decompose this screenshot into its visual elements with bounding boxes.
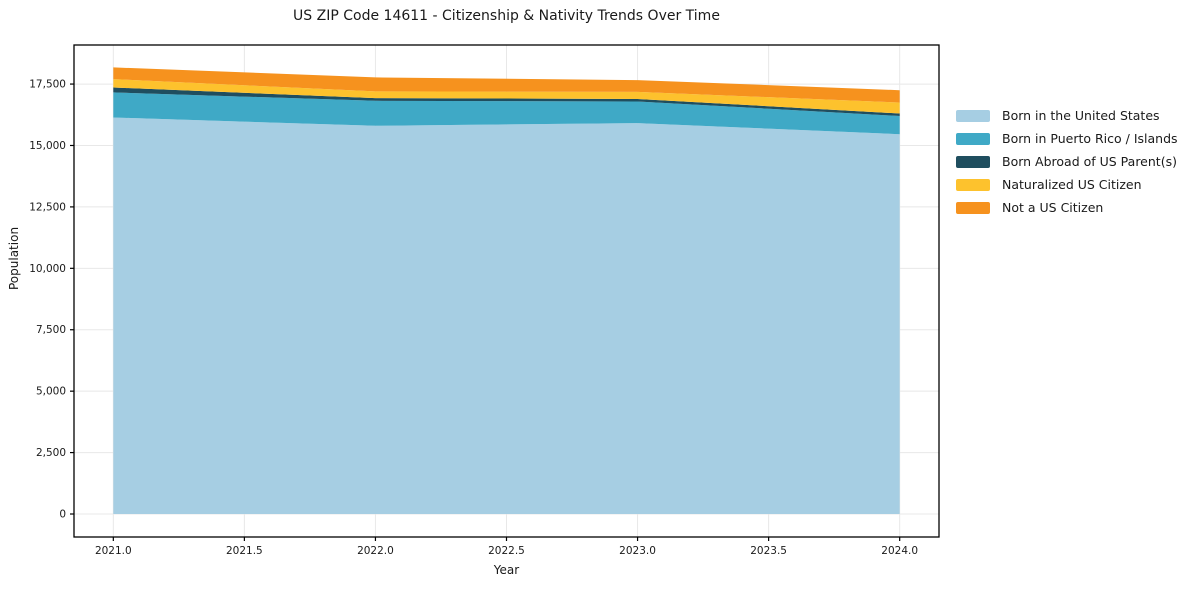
area-born-in-the-united-states: [113, 117, 900, 514]
legend-swatch-icon: [956, 109, 990, 122]
legend-item-naturalized-us-citizen: Naturalized US Citizen: [956, 173, 1178, 196]
legend-label: Naturalized US Citizen: [1002, 177, 1142, 192]
legend-label: Not a US Citizen: [1002, 200, 1104, 215]
chart-title: US ZIP Code 14611 - Citizenship & Nativi…: [293, 8, 720, 24]
legend-item-born-in-puerto-rico-islands: Born in Puerto Rico / Islands: [956, 127, 1178, 150]
legend-swatch-icon: [956, 132, 990, 145]
x-tick-label: 2021.0: [95, 545, 132, 557]
x-tick-label: 2022.0: [357, 545, 394, 557]
area-born-in-puerto-rico-islands: [113, 92, 900, 135]
y-tick-label: 12,500: [29, 201, 66, 213]
legend-item-born-in-the-united-states: Born in the United States: [956, 104, 1178, 127]
x-tick-label: 2022.5: [488, 545, 525, 557]
legend-label: Born in Puerto Rico / Islands: [1002, 131, 1178, 146]
legend-swatch-icon: [956, 155, 990, 168]
y-tick-label: 5,000: [36, 386, 66, 398]
x-tick-label: 2023.0: [619, 545, 656, 557]
area-naturalized-us-citizen: [113, 79, 900, 114]
y-tick-label: 15,000: [29, 140, 66, 152]
x-axis-label: Year: [493, 563, 520, 577]
legend-item-not-a-us-citizen: Not a US Citizen: [956, 196, 1178, 219]
x-tick-label: 2021.5: [226, 545, 263, 557]
x-tick-label: 2024.0: [881, 545, 918, 557]
y-tick-label: 17,500: [29, 79, 66, 91]
area-not-a-us-citizen: [113, 67, 900, 103]
y-tick-label: 7,500: [36, 324, 66, 336]
legend-swatch-icon: [956, 178, 990, 191]
y-tick-label: 0: [59, 509, 66, 521]
legend-swatch-icon: [956, 201, 990, 214]
y-tick-label: 10,000: [29, 263, 66, 275]
legend-label: Born in the United States: [1002, 108, 1160, 123]
y-tick-label: 2,500: [36, 447, 66, 459]
legend: Born in the United States Born in Puerto …: [956, 104, 1178, 219]
x-tick-label: 2023.5: [750, 545, 787, 557]
legend-label: Born Abroad of US Parent(s): [1002, 154, 1177, 169]
legend-item-born-abroad-of-us-parent-s: Born Abroad of US Parent(s): [956, 150, 1178, 173]
